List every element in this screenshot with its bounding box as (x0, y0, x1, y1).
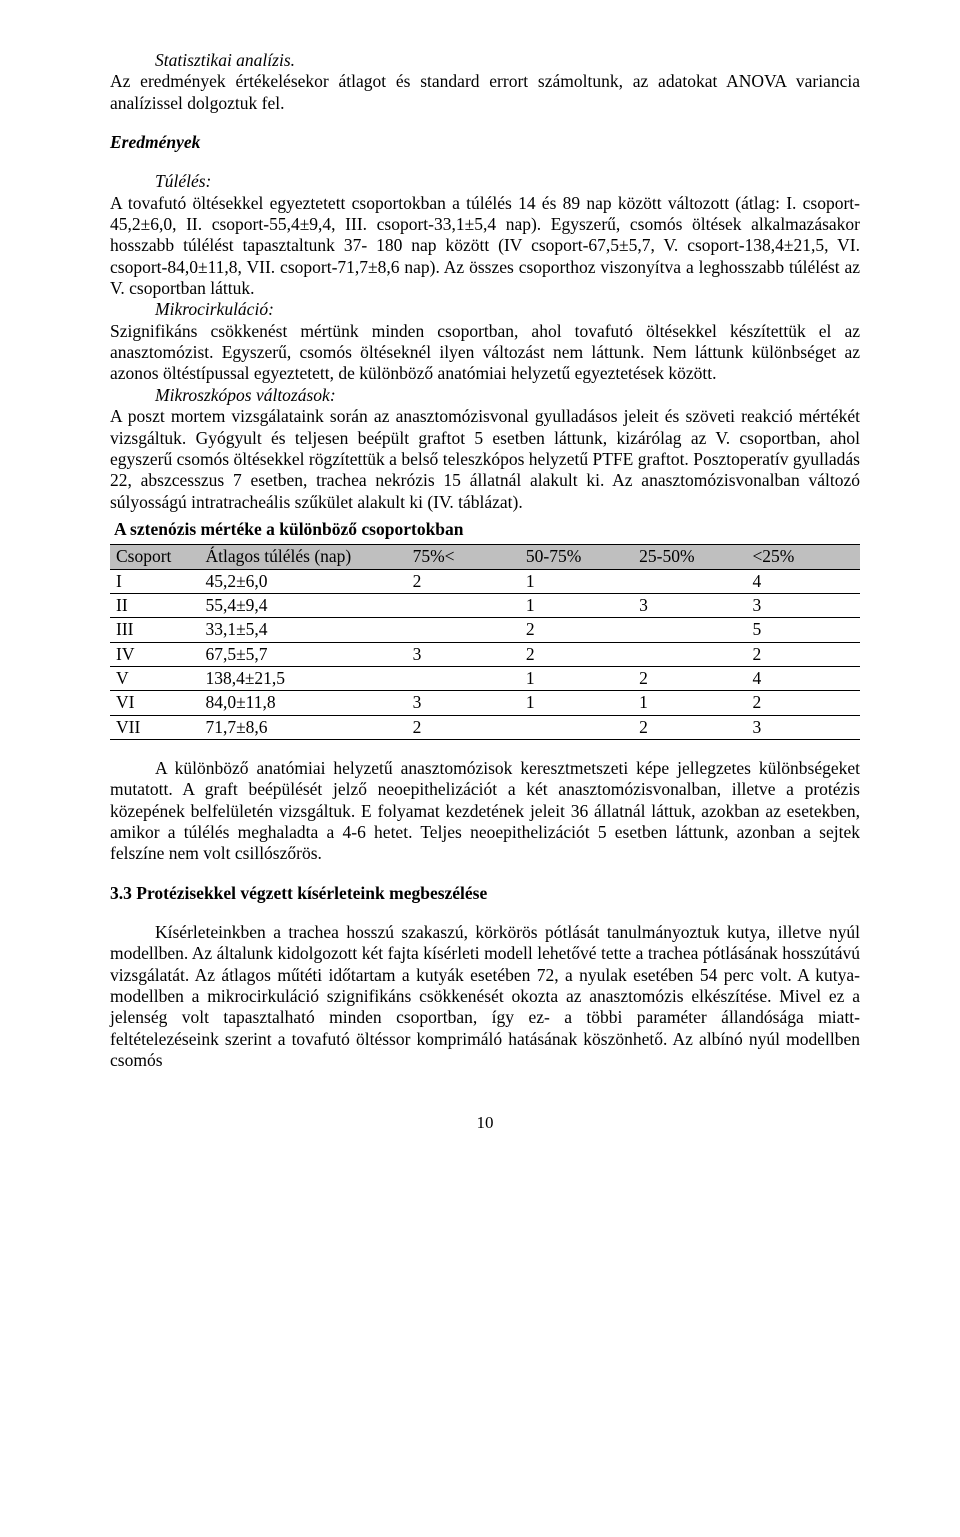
cell: 84,0±11,8 (199, 691, 406, 715)
cell: 2 (520, 618, 633, 642)
cell: 3 (407, 642, 520, 666)
cell: 2 (746, 642, 860, 666)
cell (633, 642, 746, 666)
cell: 45,2±6,0 (199, 569, 406, 593)
cell: 3 (633, 593, 746, 617)
cell: II (110, 593, 199, 617)
cell: VII (110, 715, 199, 739)
cell: 71,7±8,6 (199, 715, 406, 739)
cell: I (110, 569, 199, 593)
cell: 1 (520, 691, 633, 715)
document-page: Statisztikai analízis. Az eredmények ért… (0, 0, 960, 1537)
para-microcirc: Mikrocirkuláció: Szignifikáns csökkenést… (110, 299, 860, 384)
cell (633, 569, 746, 593)
para-microscopic: Mikroszkópos változások: A poszt mortem … (110, 385, 860, 513)
cell: 3 (746, 593, 860, 617)
cell: IV (110, 642, 199, 666)
table-title: A sztenózis mértéke a különböző csoporto… (110, 519, 860, 540)
cell (407, 593, 520, 617)
para-discussion: Kísérleteinkben a trachea hosszú szakasz… (110, 922, 860, 1071)
body-survival: A tovafutó öltésekkel egyeztetett csopor… (110, 193, 860, 298)
cell: 5 (746, 618, 860, 642)
body-stat-analysis: Az eredmények értékelésekor átlagot és s… (110, 71, 860, 112)
cell: 1 (520, 666, 633, 690)
cell: 138,4±21,5 (199, 666, 406, 690)
table-header-row: Csoport Átlagos túlélés (nap) 75%< 50-75… (110, 545, 860, 569)
th-25-50: 25-50% (633, 545, 746, 569)
cell: 67,5±5,7 (199, 642, 406, 666)
table-row: VI 84,0±11,8 3 1 1 2 (110, 691, 860, 715)
th-50-75: 50-75% (520, 545, 633, 569)
cell (407, 666, 520, 690)
body-microscopic: A poszt mortem vizsgálataink során az an… (110, 406, 860, 511)
body-microcirc: Szignifikáns csökkenést mértünk minden c… (110, 321, 860, 384)
cell: 2 (746, 691, 860, 715)
th-group: Csoport (110, 545, 199, 569)
cell: VI (110, 691, 199, 715)
table-row: I 45,2±6,0 2 1 4 (110, 569, 860, 593)
cell: 2 (407, 715, 520, 739)
cell: 3 (407, 691, 520, 715)
cell: 33,1±5,4 (199, 618, 406, 642)
cell: 2 (633, 715, 746, 739)
cell (407, 618, 520, 642)
heading-microscopic: Mikroszkópos változások: (155, 385, 336, 405)
cell: V (110, 666, 199, 690)
cell: 1 (633, 691, 746, 715)
heading-3-3: 3.3 Protézisekkel végzett kísérleteink m… (110, 883, 860, 904)
table-row: IV 67,5±5,7 3 2 2 (110, 642, 860, 666)
table-body: I 45,2±6,0 2 1 4 II 55,4±9,4 1 3 3 III 3… (110, 569, 860, 739)
table-row: III 33,1±5,4 2 5 (110, 618, 860, 642)
cell: 4 (746, 666, 860, 690)
cell: 4 (746, 569, 860, 593)
cell (633, 618, 746, 642)
page-number: 10 (110, 1113, 860, 1134)
cell: 1 (520, 593, 633, 617)
table-row: II 55,4±9,4 1 3 3 (110, 593, 860, 617)
cell: 1 (520, 569, 633, 593)
stenosis-table: Csoport Átlagos túlélés (nap) 75%< 50-75… (110, 544, 860, 740)
table-row: VII 71,7±8,6 2 2 3 (110, 715, 860, 739)
cell (520, 715, 633, 739)
th-25: <25% (746, 545, 860, 569)
cell: 3 (746, 715, 860, 739)
para-stat-analysis: Statisztikai analízis. Az eredmények ért… (110, 50, 860, 114)
para-after-table: A különböző anatómiai helyzetű anasztomó… (110, 758, 860, 865)
cell: 2 (633, 666, 746, 690)
cell: 2 (520, 642, 633, 666)
cell: 55,4±9,4 (199, 593, 406, 617)
heading-survival: Túlélés: (155, 171, 211, 191)
cell: III (110, 618, 199, 642)
heading-stat-analysis: Statisztikai analízis. (155, 50, 295, 70)
para-survival: Túlélés: A tovafutó öltésekkel egyeztete… (110, 171, 860, 299)
cell: 2 (407, 569, 520, 593)
heading-microcirc: Mikrocirkuláció: (155, 299, 274, 319)
th-75: 75%< (407, 545, 520, 569)
heading-results: Eredmények (110, 132, 860, 153)
th-survival: Átlagos túlélés (nap) (199, 545, 406, 569)
table-row: V 138,4±21,5 1 2 4 (110, 666, 860, 690)
